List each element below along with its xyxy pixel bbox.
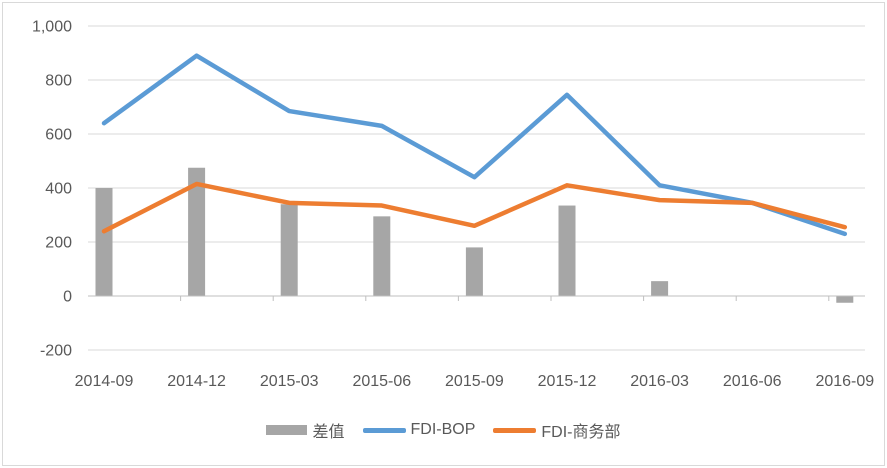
x-axis-label: 2015-12 <box>538 373 597 390</box>
y-axis-label: 200 <box>45 235 72 252</box>
legend-label-fdi-bop: FDI-BOP <box>410 421 476 438</box>
line-swatch-icon <box>493 427 537 433</box>
legend-label-diff: 差值 <box>312 424 345 441</box>
bar-2015-03 <box>280 204 298 296</box>
x-axis-label: 2014-12 <box>167 373 226 390</box>
bar-2015-09 <box>465 247 483 296</box>
x-axis-label: 2016-03 <box>630 373 689 390</box>
y-axis-label: 400 <box>45 181 72 198</box>
x-axis-label: 2015-03 <box>260 373 319 390</box>
x-axis-label: 2015-06 <box>352 373 411 390</box>
line-series-2 <box>101 181 848 234</box>
bar-2016-03 <box>651 281 669 296</box>
legend-item-fdi-mofcom: FDI-商务部 <box>493 418 621 442</box>
bar-2015-06 <box>373 216 391 296</box>
bar-2015-12 <box>558 205 576 296</box>
y-axis-label: 1,000 <box>32 19 72 36</box>
bar-swatch-icon <box>266 425 308 435</box>
chart-legend: 差值 FDI-BOP FDI-商务部 <box>0 418 887 442</box>
line-swatch-icon <box>362 427 406 433</box>
legend-item-fdi-bop: FDI-BOP <box>362 421 476 439</box>
line-series-1 <box>101 53 848 237</box>
x-axis-label: 2016-06 <box>723 373 782 390</box>
y-axis-label: 800 <box>45 73 72 90</box>
x-axis-label: 2016-09 <box>815 373 874 390</box>
y-axis-label: 600 <box>45 127 72 144</box>
x-axis-label: 2014-09 <box>75 373 134 390</box>
y-axis-label: 0 <box>63 289 72 306</box>
legend-item-diff: 差值 <box>266 418 345 442</box>
bar-2016-09 <box>836 296 854 303</box>
bar-2014-09 <box>95 188 113 296</box>
legend-label-fdi-mofcom: FDI-商务部 <box>541 424 621 441</box>
x-axis-label: 2015-09 <box>445 373 504 390</box>
y-axis-label: -200 <box>40 343 72 360</box>
bar-2014-12 <box>188 167 206 296</box>
